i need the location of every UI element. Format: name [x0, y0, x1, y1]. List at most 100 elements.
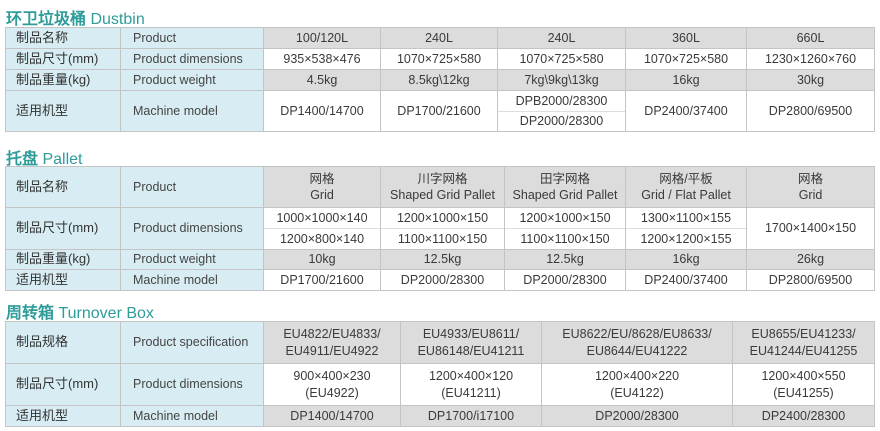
cell-line: Grid	[310, 188, 334, 202]
table-cell: 100/120L	[263, 27, 381, 49]
cell-content: EU4822/EU4833/EU4911/EU4922	[265, 326, 400, 359]
table-cell: 900×400×230 (EU4922)	[263, 363, 401, 406]
cell-line: 1200×400×120	[428, 369, 514, 384]
table-cell: 660L	[746, 27, 875, 49]
cell-content: 1070×725×580	[627, 51, 746, 67]
cell-line: DP2000/28300	[400, 272, 485, 287]
section-title-en: Pallet	[42, 151, 83, 168]
cell-line: EU4933/EU8611/	[422, 327, 520, 342]
cell-content: 900×400×230 (EU4922)	[265, 368, 400, 401]
cell-content: 240L	[499, 30, 625, 46]
row-label-en: Product	[120, 27, 264, 49]
cell-content: 1070×725×580	[499, 51, 625, 67]
table-cell: DP2000/28300	[541, 405, 733, 427]
section-title: 周转箱 Turnover Box	[6, 299, 154, 323]
table-cell: 30kg	[746, 69, 875, 91]
cell-content: DP2000/28300	[506, 272, 625, 288]
row-label-en: Product dimensions	[120, 207, 264, 250]
row-label-en: Product dimensions	[120, 363, 264, 406]
cell-content: 1300×1100×155 1200×1200×155	[626, 209, 746, 249]
spec-table: 制品规格 Product specification EU4822/EU4833/E…	[5, 321, 875, 427]
cell-line: 240L	[547, 30, 576, 45]
spec-table: 制品名称 Product 100/120L 240L 240L 360L 660L 制品尺寸(…	[5, 27, 875, 132]
cell-content: 100/120L	[265, 30, 380, 46]
table-cell: 田字网格 Shaped Grid Pallet	[504, 166, 626, 208]
table-cell: DP1400/14700	[263, 90, 381, 132]
cell-content: DP2400/28300	[734, 408, 874, 424]
cell-line: 12.5kg	[423, 252, 462, 267]
table-cell: 1000×1000×140 1200×800×140	[263, 207, 381, 250]
cell-line: (EU4122)	[610, 385, 664, 400]
cell-line: 1070×725×580	[643, 51, 729, 66]
cell-line: EU8644/EU41222	[586, 343, 688, 358]
row-label-en: Machine model	[120, 90, 264, 132]
table-cell: EU4822/EU4833/EU4911/EU4922	[263, 321, 401, 364]
cell-content: 12.5kg	[506, 251, 625, 267]
table-cell: 240L	[380, 27, 498, 49]
table-cell: 7kg\9kg\13kg	[497, 69, 626, 91]
cell-content: 10kg	[265, 251, 380, 267]
table-cell: 26kg	[746, 249, 875, 270]
table-cell: 1200×400×550 (EU41255)	[732, 363, 875, 406]
cell-line: 360L	[672, 30, 700, 45]
cell-content: 网格 Grid	[748, 171, 874, 204]
table-cell: 16kg	[625, 69, 747, 91]
table-row: 制品尺寸(mm) Product dimensions 900×400×230 (EU…	[5, 363, 875, 406]
section-title: 托盘 Pallet	[6, 145, 83, 169]
cell-line: 4.5kg	[306, 72, 338, 87]
table-cell: EU8655/EU41233/EU41244/EU41255	[732, 321, 875, 364]
section-title-zh: 托盘	[6, 151, 39, 168]
cell-line: Shaped Grid Pallet	[390, 188, 495, 202]
table-row: 制品名称 Product 网格 Grid 川字网格 Shaped Grid Pallet 田…	[5, 166, 875, 208]
cell-line: 7kg\9kg\13kg	[524, 72, 599, 87]
table-cell: 10kg	[263, 249, 381, 270]
cell-line: DP1700/21600	[397, 103, 481, 118]
row-label-zh: 制品名称	[5, 27, 121, 49]
table-cell: 240L	[497, 27, 626, 49]
cell-content: 8.5kg\12kg	[382, 72, 497, 88]
table-row: 适用机型 Machine model DP1400/14700 DP1700/i171…	[5, 405, 875, 427]
cell-line: 1300×1100×155	[640, 210, 732, 225]
cell-content: 网格/平板 Grid / Flat Pallet	[627, 171, 746, 204]
table-cell: 1200×400×120 (EU41211)	[400, 363, 542, 406]
table-cell: 360L	[625, 27, 747, 49]
cell-line: 100/120L	[295, 30, 349, 45]
table-cell: 1230×1260×760	[746, 48, 875, 70]
cell-line: 网格/平板	[659, 171, 713, 186]
cell-line: DP2800/69500	[768, 272, 853, 287]
table-row: 制品名称 Product 100/120L 240L 240L 360L 660L	[5, 27, 875, 49]
cell-content: 935×538×476	[265, 51, 380, 67]
cell-line: DP2400/37400	[644, 272, 728, 287]
table-cell: EU4933/EU8611/EU86148/EU41211	[400, 321, 542, 364]
cell-content: DP2000/28300	[543, 408, 732, 424]
cell-content: 川字网格 Shaped Grid Pallet	[382, 171, 504, 204]
table-cell: DP1700/i17100	[400, 405, 542, 427]
table-cell: DP2800/69500	[746, 269, 875, 291]
table-cell: 1070×725×580	[497, 48, 626, 70]
cell-content: DP2400/37400	[627, 272, 746, 288]
table-cell: DP2400/28300	[732, 405, 875, 427]
row-label-zh: 制品尺寸(mm)	[5, 363, 121, 406]
table-row: 制品尺寸(mm) Product dimensions 1000×1000×140 1…	[5, 207, 875, 250]
cell-line: 1200×800×140	[264, 228, 380, 249]
cell-content: DPB2000/28300 DP2000/28300	[498, 92, 625, 131]
cell-content: 7kg\9kg\13kg	[499, 72, 625, 88]
table-cell: DP2000/28300	[504, 269, 626, 291]
cell-line: 1100×1100×150	[505, 228, 625, 249]
table-cell: DPB2000/28300 DP2000/28300	[497, 90, 626, 132]
cell-line: 1070×725×580	[519, 51, 604, 66]
cell-line: EU41244/EU41255	[749, 343, 858, 358]
row-label-en: Product weight	[120, 69, 264, 91]
cell-line: 1200×1200×155	[626, 228, 746, 249]
table-row: 适用机型 Machine model DP1400/14700 DP1700/2160…	[5, 90, 875, 132]
cell-content: 1070×725×580	[382, 51, 497, 67]
cell-line: (EU41211)	[441, 385, 501, 400]
cell-line: 1230×1260×760	[764, 51, 857, 66]
table-cell: 网格/平板 Grid / Flat Pallet	[625, 166, 747, 208]
cell-line: 26kg	[796, 252, 825, 267]
cell-line: 12.5kg	[546, 252, 584, 267]
cell-line: EU8655/EU41233/	[751, 327, 856, 342]
row-label-zh: 适用机型	[5, 405, 121, 427]
cell-content: DP1700/21600	[265, 272, 380, 288]
cell-line: Shaped Grid Pallet	[512, 188, 618, 202]
